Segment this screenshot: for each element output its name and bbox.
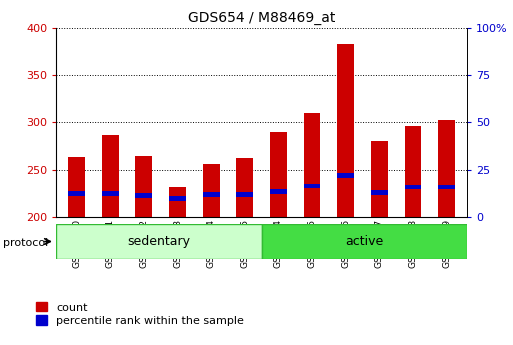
Bar — [405, 126, 421, 217]
Bar — [438, 120, 455, 217]
Bar — [338, 44, 354, 217]
Text: protocol: protocol — [3, 238, 48, 248]
Bar — [304, 184, 321, 188]
Bar — [371, 141, 388, 217]
Bar — [270, 132, 287, 217]
Bar — [438, 185, 455, 189]
Bar — [169, 196, 186, 201]
Bar — [236, 192, 253, 197]
Legend: count, percentile rank within the sample: count, percentile rank within the sample — [36, 302, 244, 326]
Bar — [135, 156, 152, 217]
Bar — [68, 191, 85, 196]
Bar — [56, 224, 262, 259]
Bar — [304, 113, 321, 217]
Bar — [102, 191, 119, 196]
Text: sedentary: sedentary — [128, 235, 190, 248]
Bar — [169, 187, 186, 217]
Bar — [203, 164, 220, 217]
Bar — [270, 189, 287, 194]
Bar — [68, 157, 85, 217]
Title: GDS654 / M88469_at: GDS654 / M88469_at — [188, 11, 336, 25]
Bar — [135, 193, 152, 198]
Bar — [262, 224, 467, 259]
Bar — [338, 173, 354, 178]
Bar — [236, 158, 253, 217]
Bar — [102, 135, 119, 217]
Text: active: active — [345, 235, 383, 248]
Bar — [203, 192, 220, 197]
Bar — [371, 190, 388, 195]
Bar — [405, 185, 421, 189]
